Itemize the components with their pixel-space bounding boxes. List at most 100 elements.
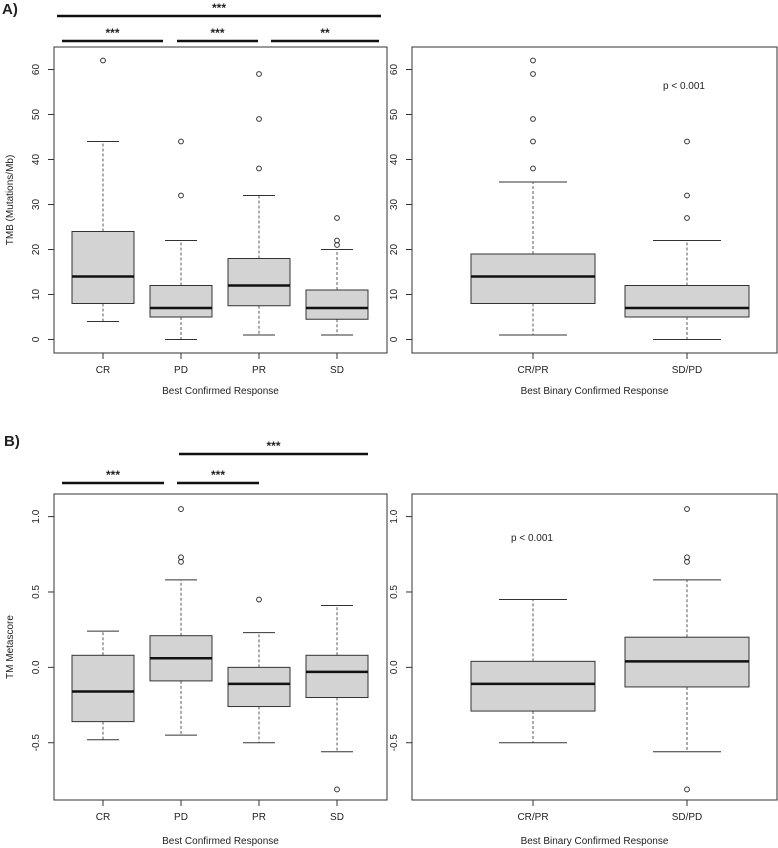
outlier-point <box>530 116 536 122</box>
outlier-point <box>334 215 340 221</box>
y-tick-label: -0.5 <box>31 734 42 752</box>
iqr-box <box>305 289 369 320</box>
outlier-point <box>178 138 184 145</box>
p-value-annotation: p < 0.001 <box>663 81 705 92</box>
plot-frame <box>53 493 388 801</box>
p-value-annotation: p < 0.001 <box>511 533 553 544</box>
panel-label-b: B) <box>4 433 20 450</box>
outlier-point <box>256 116 262 122</box>
y-tick-label: 0.5 <box>31 585 42 599</box>
significance-bracket: *** <box>179 439 368 456</box>
outlier-point <box>100 57 106 64</box>
significance-label: ** <box>320 26 330 40</box>
x-tick-label: PR <box>252 812 266 823</box>
iqr-box <box>624 285 750 318</box>
outlier-point <box>178 554 184 561</box>
outlier-point <box>684 506 690 512</box>
box-pr <box>227 596 291 744</box>
iqr-box <box>227 258 291 307</box>
y-axis-title: TM Metascore <box>5 615 16 679</box>
plot-frame <box>411 46 778 354</box>
y-axis: -0.5 0.0 0.5 1.0 <box>389 509 412 751</box>
x-tick-label: SD <box>330 812 344 823</box>
iqr-box <box>149 285 213 318</box>
outlier-point <box>178 192 184 199</box>
significance-bracket: ** <box>271 26 379 43</box>
box-sd <box>305 215 369 336</box>
x-tick-label: PD <box>174 812 188 823</box>
significance-label: *** <box>266 439 280 453</box>
outlier-point <box>256 71 262 77</box>
y-tick-label: 20 <box>389 244 400 256</box>
y-axis: -0.5 0.0 0.5 1.0 <box>31 509 54 751</box>
y-tick-label: 0.0 <box>31 660 42 674</box>
x-tick-label: PD <box>174 365 188 376</box>
y-tick-label: 30 <box>389 199 400 211</box>
outlier-point <box>684 192 690 199</box>
outlier-point <box>530 71 536 77</box>
x-axis: CR/PR SD/PD <box>517 800 702 823</box>
outlier-point <box>334 786 340 793</box>
plot-frame <box>411 493 778 801</box>
box-sd <box>305 605 369 793</box>
panel-label-a: A) <box>2 1 18 18</box>
x-tick-label: CR/PR <box>517 365 548 376</box>
x-axis-title: Best Binary Confirmed Response <box>521 386 669 397</box>
x-tick-label: SD <box>330 365 344 376</box>
x-axis: CR PD PR SD <box>96 353 344 376</box>
x-tick-label: SD/PD <box>672 812 703 823</box>
significance-label: *** <box>210 26 224 40</box>
x-axis: CR/PR SD/PD <box>517 353 702 376</box>
y-tick-label: 0 <box>31 336 42 342</box>
box-sd-pd <box>624 506 750 793</box>
box-pr <box>227 71 291 336</box>
outlier-point <box>684 215 690 221</box>
x-axis-title: Best Confirmed Response <box>162 836 279 847</box>
chart-metascore-by-binary-response: -0.5 0.0 0.5 1.0 CR/PR SD/PD Best Binary Confi… <box>389 493 778 847</box>
box-pd <box>149 506 213 736</box>
y-tick-label: 60 <box>31 64 42 76</box>
significance-label: *** <box>106 468 120 482</box>
significance-bracket: *** <box>177 26 258 43</box>
y-tick-label: 50 <box>389 109 400 121</box>
significance-label: *** <box>212 1 226 15</box>
outlier-point <box>256 596 262 603</box>
iqr-box <box>305 654 369 698</box>
box-pd <box>149 138 213 340</box>
y-tick-label: -0.5 <box>389 734 400 752</box>
outlier-point <box>684 138 690 145</box>
outlier-point <box>684 554 690 561</box>
y-tick-label: 30 <box>31 199 42 211</box>
iqr-box <box>71 231 135 304</box>
outlier-point <box>256 165 262 172</box>
y-tick-label: 0.0 <box>389 660 400 674</box>
y-tick-label: 20 <box>31 244 42 256</box>
box-cr-pr <box>470 599 596 744</box>
significance-bracket: *** <box>62 468 164 485</box>
x-tick-label: CR/PR <box>517 812 548 823</box>
outlier-point <box>530 57 536 64</box>
x-axis: CR PD PR SD <box>96 800 344 823</box>
y-tick-label: 10 <box>389 289 400 301</box>
significance-bracket: *** <box>57 1 381 18</box>
outlier-point <box>684 786 690 793</box>
y-axis-title: TMB (Mutations/Mb) <box>5 155 16 246</box>
box-cr <box>71 630 135 741</box>
iqr-box <box>470 660 596 712</box>
significance-label: *** <box>105 26 119 40</box>
iqr-box <box>71 654 135 723</box>
plot-frame <box>53 46 388 354</box>
significance-bracket: *** <box>62 26 163 43</box>
box-cr-pr <box>470 57 596 336</box>
x-tick-label: CR <box>96 365 110 376</box>
significance-label: *** <box>211 468 225 482</box>
y-tick-label: 0 <box>389 336 400 342</box>
box-cr <box>71 57 135 322</box>
outlier-point <box>530 138 536 145</box>
chart-metascore-by-response: -0.5 0.0 0.5 1.0 CR PD PR SD Best Confirmed Resp… <box>5 439 388 847</box>
x-tick-label: PR <box>252 365 266 376</box>
y-axis: 0 10 20 30 40 50 60 <box>389 64 412 342</box>
y-tick-label: 1.0 <box>31 509 42 523</box>
